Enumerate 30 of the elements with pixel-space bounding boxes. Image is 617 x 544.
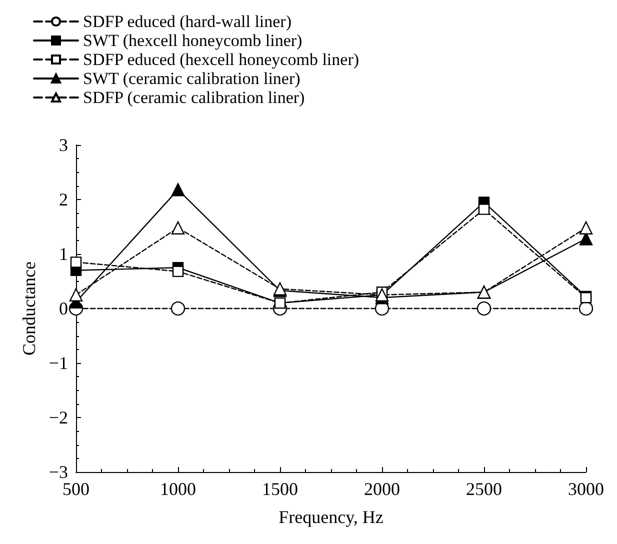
legend-label: SDFP educed (hexcell honeycomb liner)	[83, 50, 360, 69]
y-tick-label: 3	[59, 135, 68, 155]
point	[476, 301, 492, 316]
x-tick-label: 500	[62, 479, 90, 499]
point	[578, 301, 594, 316]
point	[171, 221, 185, 234]
y-tick-label: −1	[48, 353, 68, 373]
x-tick-label: 1000	[160, 479, 196, 499]
point	[172, 266, 184, 278]
point	[170, 301, 186, 316]
point	[478, 204, 490, 215]
legend-label: SWT (hexcell honeycomb liner)	[83, 31, 302, 50]
y-tick-label: 1	[59, 244, 68, 264]
x-axis-title: Frequency, Hz	[278, 507, 384, 527]
point	[69, 288, 83, 302]
legend-label: SDFP (ceramic calibration liner)	[83, 88, 305, 107]
point	[579, 221, 593, 234]
point	[171, 183, 185, 196]
legend-label: SWT (ceramic calibration liner)	[83, 69, 300, 88]
x-tick-label: 2000	[364, 479, 400, 499]
y-axis-title: Conductance	[18, 262, 39, 356]
x-tick-label: 3000	[568, 479, 604, 499]
x-tick-label: 1500	[262, 479, 298, 499]
y-tick-label: 0	[59, 298, 68, 318]
x-tick-label: 2500	[466, 479, 502, 499]
y-tick-label: −3	[48, 462, 68, 482]
point	[70, 256, 82, 268]
y-tick-label: −2	[48, 408, 68, 428]
legend-label: SDFP educed (hard-wall liner)	[83, 12, 292, 31]
y-tick-label: 2	[59, 190, 68, 210]
